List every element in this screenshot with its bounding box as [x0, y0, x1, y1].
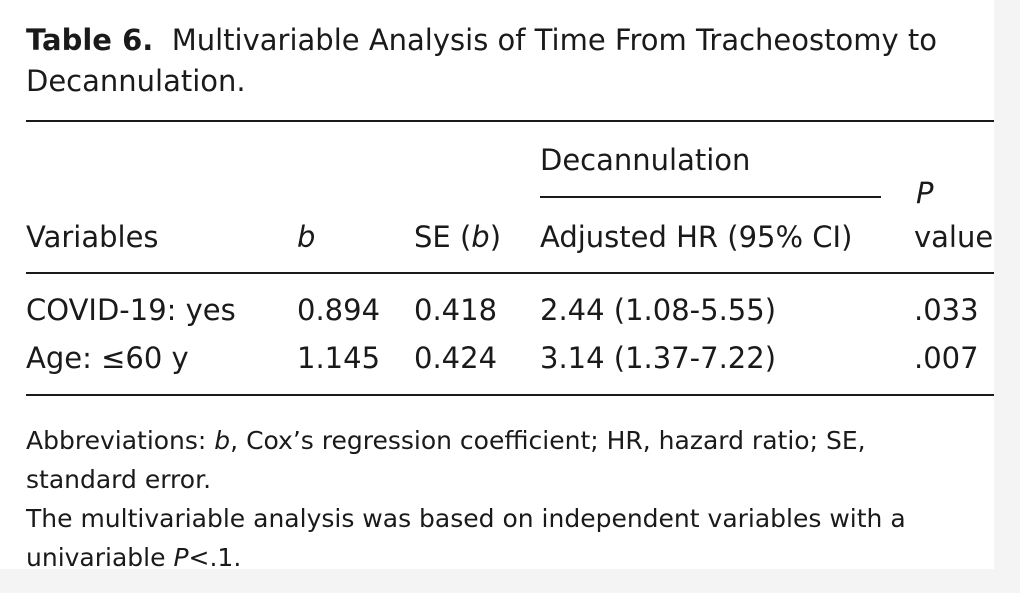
- p-value-header-word: value: [914, 220, 994, 254]
- analysis-var: P: [173, 543, 189, 572]
- abbr-rest: , Cox’s regression coefficient; HR, haza…: [26, 426, 866, 494]
- row-1-p: .033: [914, 293, 979, 327]
- row-1-b: 0.894: [297, 293, 381, 327]
- row-2-b: 1.145: [297, 341, 381, 375]
- column-header-variables: Variables: [26, 220, 159, 254]
- analysis-prefix: The multivariable analysis was based on …: [26, 504, 906, 572]
- row-1-se: 0.418: [414, 293, 498, 327]
- row-2-hr: 3.14 (1.37-7.22): [540, 341, 777, 375]
- row-2-p: .007: [914, 341, 979, 375]
- table-caption: Table 6. Multivariable Analysis of Time …: [26, 20, 986, 102]
- abbreviations-note: Abbreviations: b, Cox’s regression coeff…: [26, 421, 966, 499]
- spanner-rule: [540, 196, 881, 198]
- row-2-se: 0.424: [414, 341, 498, 375]
- spanner-header-decannulation: Decannulation: [540, 143, 751, 177]
- row-1-hr: 2.44 (1.08-5.55): [540, 293, 777, 327]
- bottom-rule: [26, 394, 994, 396]
- table-title: Multivariable Analysis of Time From Trac…: [26, 23, 937, 98]
- analysis-note: The multivariable analysis was based on …: [26, 499, 966, 577]
- table-footnotes: Abbreviations: b, Cox’s regression coeff…: [26, 421, 966, 577]
- column-header-b: b: [297, 220, 316, 254]
- top-rule: [26, 120, 994, 122]
- column-header-adjusted-hr: Adjusted HR (95% CI): [540, 220, 853, 254]
- abbr-prefix: Abbreviations:: [26, 426, 215, 455]
- table-number: Table 6.: [26, 23, 154, 57]
- se-prefix: SE (: [414, 220, 472, 254]
- column-header-se: SE (b): [414, 219, 501, 255]
- header-rule: [26, 272, 994, 274]
- se-suffix: ): [489, 220, 502, 254]
- table-page: Table 6. Multivariable Analysis of Time …: [0, 0, 994, 572]
- analysis-suffix: <.1.: [188, 543, 242, 572]
- row-2-variable: Age: ≤60 y: [26, 341, 189, 375]
- row-1-variable: COVID-19: yes: [26, 293, 236, 327]
- abbr-var: b: [214, 426, 231, 455]
- se-var: b: [471, 220, 490, 254]
- p-value-header-letter: P: [916, 176, 934, 210]
